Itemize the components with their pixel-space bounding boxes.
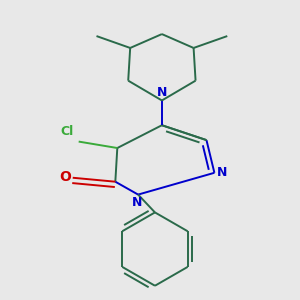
Text: Cl: Cl: [60, 125, 73, 138]
Text: O: O: [59, 170, 71, 184]
Text: N: N: [218, 166, 228, 179]
Text: N: N: [157, 86, 167, 99]
Text: N: N: [131, 196, 142, 209]
